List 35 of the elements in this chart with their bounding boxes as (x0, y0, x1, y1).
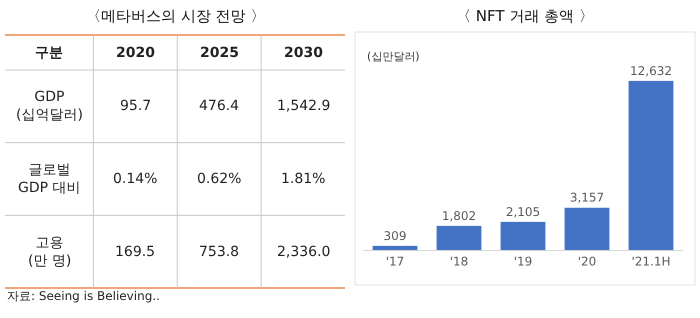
bar (500, 222, 546, 250)
text: 0.62% (197, 171, 242, 187)
y-axis-title: (십만달러) (367, 50, 420, 63)
bar (564, 208, 610, 250)
bar (436, 226, 482, 250)
category-label: GDP (십억달러) (16, 89, 83, 124)
data-label: 3,157 (570, 190, 604, 205)
data-label: 309 (384, 228, 406, 243)
x-tick-label: '20 (578, 254, 596, 268)
text: 2,336.0 (277, 244, 330, 260)
x-tick-label: '21.1H (631, 254, 671, 268)
category-label: 2030 (284, 45, 324, 61)
x-tick-label: '17 (386, 254, 404, 268)
category-label: 2020 (116, 45, 156, 61)
bar (628, 80, 674, 250)
x-tick-label: '18 (450, 254, 468, 268)
text: 753.8 (199, 244, 240, 260)
x-tick-label: '19 (514, 254, 532, 268)
category-label: 고용 (만 명) (28, 235, 72, 270)
text: 95.7 (120, 98, 152, 114)
data-label: 2,105 (506, 204, 540, 219)
category-label: 글로벌 GDP 대비 (18, 162, 81, 196)
text: 구분 (35, 45, 63, 61)
text: 1.81% (281, 171, 326, 187)
text: 자료: Seeing is Believing.. (7, 289, 160, 303)
text: 〈메타버스의 시장 전망 〉 (86, 7, 266, 25)
text: 169.5 (115, 244, 156, 260)
text: 1,542.9 (277, 98, 330, 114)
bar (372, 246, 418, 250)
category-label: 2025 (200, 45, 239, 61)
text: 0.14% (113, 171, 158, 187)
chart-title: 〈 NFT 거래 총액 〉 (456, 7, 594, 25)
data-label: 12,632 (630, 64, 672, 78)
text: 476.4 (199, 98, 240, 114)
data-label: 1,802 (442, 208, 476, 223)
